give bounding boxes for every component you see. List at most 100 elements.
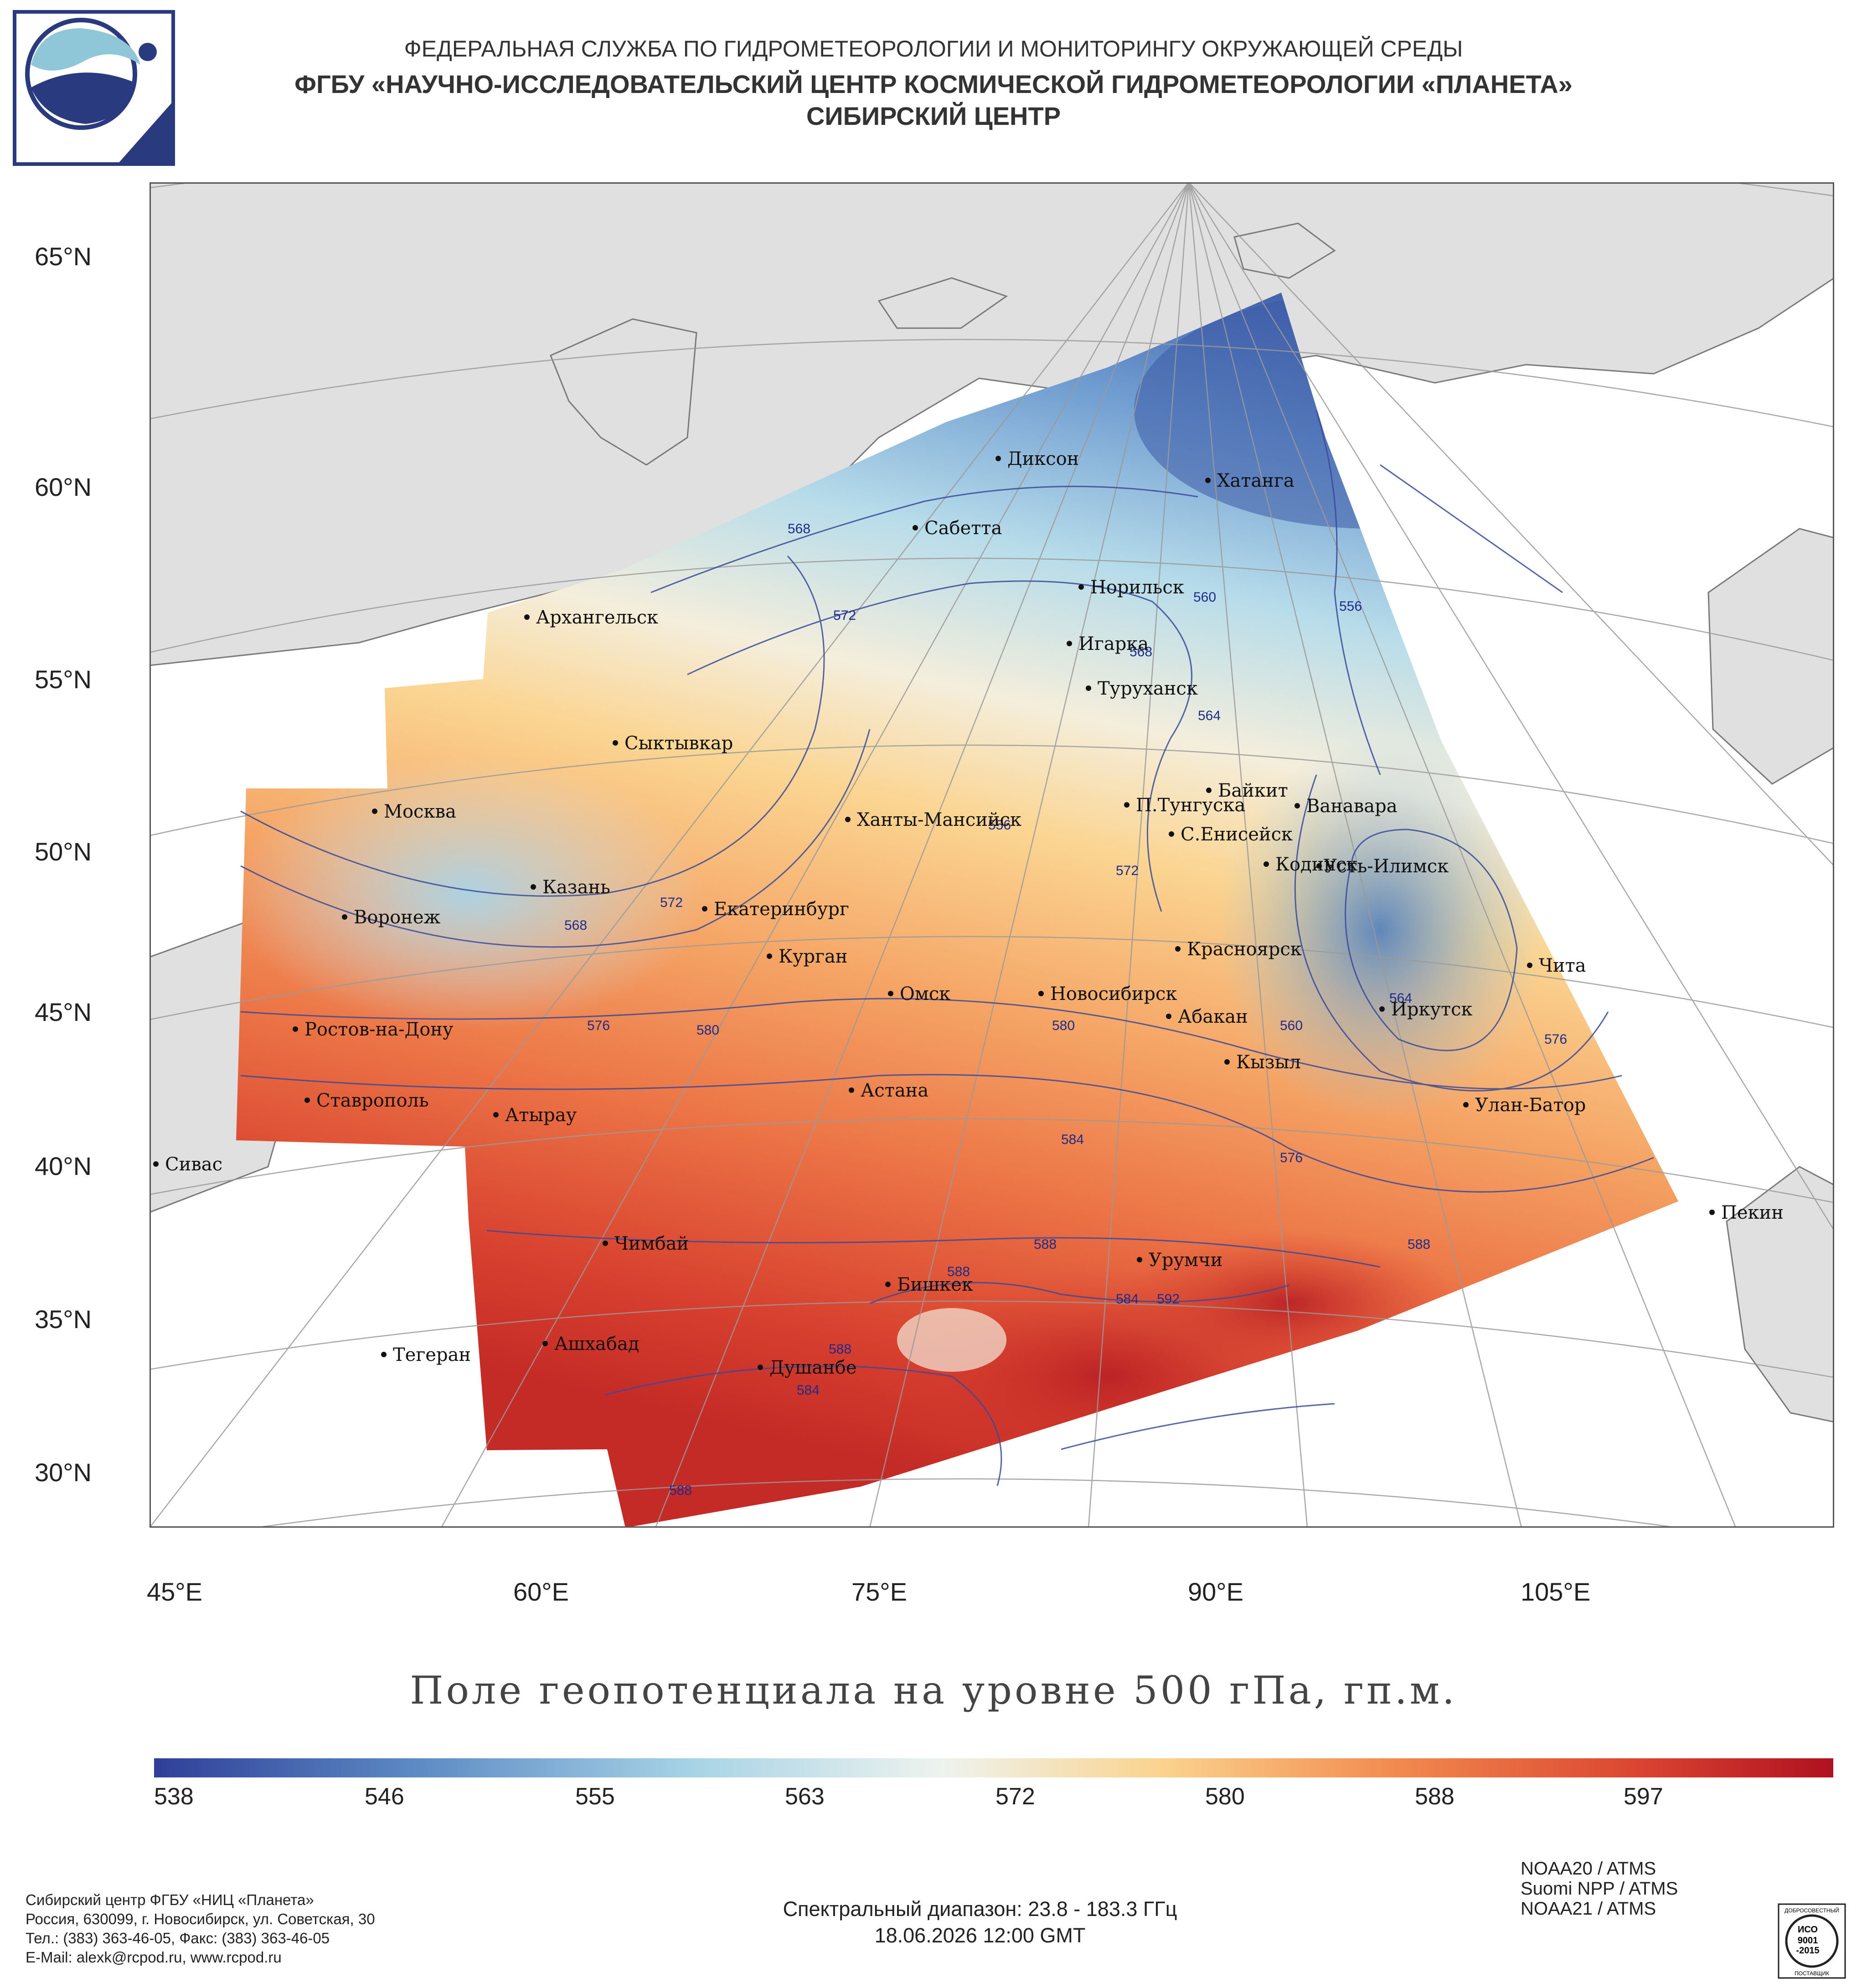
contact-line: E-Mail: alexk@rcpod.ru, www.rcpod.ru: [26, 1949, 282, 1966]
city-marker: Новосибирск: [1038, 984, 1177, 1004]
city-marker: Туруханск: [1086, 678, 1198, 699]
lat-label: 35°N: [35, 1305, 92, 1334]
svg-text:Хатанга: Хатанга: [1217, 470, 1295, 491]
contour-label: 572: [1116, 863, 1139, 878]
city-marker: Иркутск: [1379, 999, 1473, 1020]
contour-label: 588: [947, 1264, 970, 1279]
svg-text:Красноярск: Красноярск: [1187, 939, 1302, 960]
colorbar-tick: 538: [154, 1783, 194, 1810]
svg-text:П.Тунгуска: П.Тунгуска: [1136, 795, 1245, 816]
lon-label: 75°E: [851, 1577, 908, 1606]
lon-label: 60°E: [513, 1577, 569, 1606]
lat-label: 55°N: [35, 665, 92, 694]
lat-label: 65°N: [35, 242, 92, 271]
contour-label: 588: [669, 1483, 692, 1498]
contour-label: 580: [1052, 1018, 1075, 1033]
city-marker: Чимбай: [603, 1233, 689, 1254]
lat-label: 40°N: [35, 1152, 92, 1180]
svg-text:Игарка: Игарка: [1078, 633, 1149, 654]
svg-text:Душанбе: Душанбе: [769, 1357, 857, 1378]
colorbar-tick: 572: [995, 1783, 1035, 1810]
svg-text:Атырау: Атырау: [505, 1105, 577, 1126]
svg-text:С.Енисейск: С.Енисейск: [1181, 824, 1293, 845]
svg-text:9001: 9001: [1798, 1936, 1818, 1946]
contour-label: 584: [797, 1383, 820, 1398]
svg-text:ИСО: ИСО: [1798, 1925, 1818, 1935]
city-marker: Ванавара: [1295, 796, 1398, 817]
svg-text:Улан-Батор: Улан-Батор: [1475, 1095, 1586, 1116]
city-marker: С.Енисейск: [1169, 824, 1293, 845]
city-marker: Астана: [849, 1080, 928, 1101]
satellite-item: NOAA20 / ATMS: [1521, 1859, 1656, 1879]
city-marker: Ашхабад: [542, 1334, 639, 1355]
svg-text:Урумчи: Урумчи: [1149, 1250, 1222, 1271]
city-marker: Игарка: [1067, 633, 1149, 654]
contour-label: 584: [1116, 1292, 1139, 1307]
city-marker: Норильск: [1078, 577, 1184, 598]
svg-text:Казань: Казань: [542, 877, 610, 898]
svg-text:Тегеран: Тегеран: [393, 1344, 471, 1365]
city-marker: Диксон: [995, 448, 1079, 469]
planeta-logo: [13, 10, 175, 166]
svg-text:Кызыл: Кызыл: [1236, 1052, 1301, 1073]
city-marker: Ханты-Мансийск: [845, 809, 1021, 830]
colorbar: [154, 1758, 1833, 1777]
svg-text:ДОБРОСОВЕСТНЫЙ: ДОБРОСОВЕСТНЫЙ: [1784, 1907, 1839, 1914]
svg-text:Сабетта: Сабетта: [924, 518, 1002, 539]
svg-text:Архангельск: Архангельск: [536, 607, 658, 628]
city-marker: Атырау: [493, 1105, 577, 1126]
city-marker: Кызыл: [1224, 1052, 1301, 1073]
city-marker: Курган: [767, 946, 848, 967]
svg-text:Ростов-на-Дону: Ростов-на-Дону: [304, 1019, 454, 1040]
contour-label: 588: [829, 1342, 851, 1357]
city-marker: Хатанга: [1205, 470, 1295, 491]
contour-label: 568: [788, 521, 810, 536]
contour-label: 564: [1198, 708, 1221, 723]
city-marker: Ростов-на-Дону: [293, 1019, 454, 1040]
svg-text:Пекин: Пекин: [1721, 1202, 1784, 1223]
contour-label: 556: [988, 818, 1011, 833]
city-marker: Чита: [1527, 955, 1586, 976]
svg-text:-2015: -2015: [1796, 1946, 1819, 1956]
colorbar-tick: 563: [785, 1783, 825, 1810]
lon-label: 90°E: [1188, 1577, 1244, 1606]
svg-text:Диксон: Диксон: [1007, 448, 1079, 469]
contour-label: 568: [564, 918, 587, 933]
lon-label: 105°E: [1521, 1577, 1591, 1606]
city-marker: Душанбе: [758, 1357, 857, 1378]
contour-label: 560: [1193, 590, 1216, 605]
city-marker: П.Тунгуска: [1124, 795, 1245, 816]
svg-text:Чимбай: Чимбай: [614, 1233, 689, 1254]
city-marker: Красноярск: [1175, 939, 1302, 960]
city-marker: Бишкек: [885, 1274, 973, 1295]
city-marker: Омск: [888, 984, 950, 1004]
contour-label: 576: [1280, 1150, 1303, 1165]
contact-line: Тел.: (383) 363-46-05, Факс: (383) 363-4…: [26, 1930, 330, 1947]
svg-text:Абакан: Абакан: [1178, 1006, 1248, 1027]
lon-label: 45°E: [147, 1577, 203, 1606]
svg-text:Чита: Чита: [1539, 955, 1586, 976]
svg-text:Омск: Омск: [900, 984, 950, 1004]
center-header: СИБИРСКИЙ ЦЕНТР: [806, 102, 1061, 130]
contour-label: 588: [1034, 1237, 1057, 1252]
city-marker: Тегеран: [381, 1344, 471, 1365]
svg-text:Байкит: Байкит: [1218, 780, 1288, 801]
lat-label: 45°N: [35, 998, 92, 1026]
satellite-item: NOAA21 / ATMS: [1521, 1899, 1656, 1919]
city-marker: Кодинск: [1264, 854, 1357, 875]
lat-label: 30°N: [35, 1458, 92, 1487]
svg-text:Иркутск: Иркутск: [1391, 999, 1473, 1020]
city-marker: Сабетта: [913, 518, 1002, 539]
svg-text:Ванавара: Ванавара: [1306, 796, 1398, 817]
lat-label: 60°N: [35, 473, 92, 501]
city-marker: Сыктывкар: [613, 733, 733, 754]
city-marker: Байкит: [1206, 780, 1288, 801]
agency-header: ФЕДЕРАЛЬНАЯ СЛУЖБА ПО ГИДРОМЕТЕОРОЛОГИИ …: [404, 36, 1463, 62]
lat-label: 50°N: [35, 837, 92, 866]
svg-text:Астана: Астана: [861, 1080, 928, 1101]
city-marker: Усть-Илимск: [1316, 856, 1449, 877]
city-marker: Москва: [372, 801, 456, 822]
contour-label: 580: [696, 1023, 719, 1038]
city-marker: Пекин: [1709, 1202, 1784, 1223]
svg-text:Ханты-Мансийск: Ханты-Мансийск: [857, 809, 1021, 830]
